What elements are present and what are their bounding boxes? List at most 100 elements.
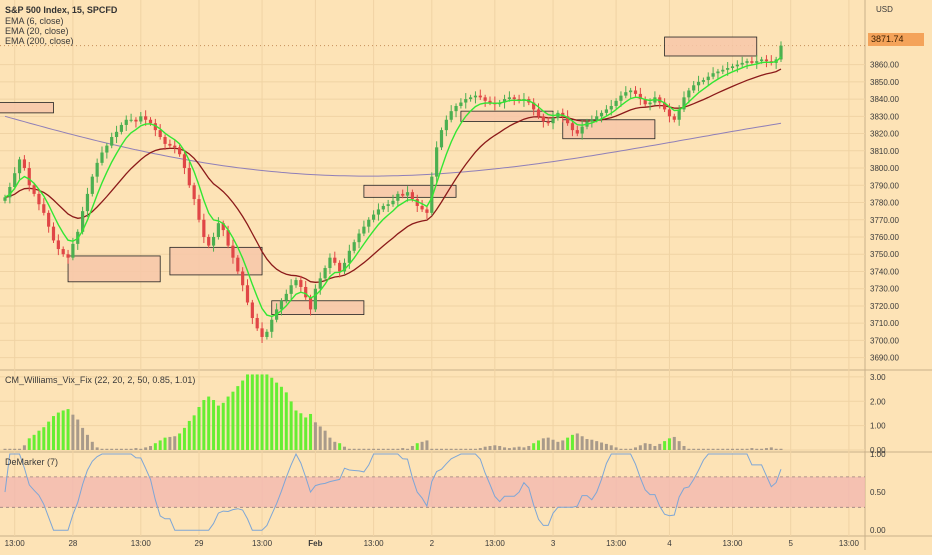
candle-body [546, 121, 550, 124]
price-tick-label: 3760.00 [870, 233, 899, 242]
vix-bar [658, 443, 662, 450]
vix-bar [653, 445, 657, 450]
ema20-label: EMA (20, close) [5, 26, 69, 36]
candle-body [221, 223, 225, 231]
vix-bar [663, 441, 667, 450]
vix-bar [420, 441, 424, 450]
candle-body [8, 187, 12, 198]
candle-body [701, 80, 705, 82]
vix-bar [449, 448, 453, 450]
candle-body [202, 219, 206, 237]
candle-body [299, 280, 303, 287]
vix-bar [338, 443, 342, 450]
vix-bar [425, 440, 429, 450]
candle-body [182, 154, 187, 169]
vix-bar [546, 437, 550, 450]
vix-bar [8, 448, 12, 450]
vix-bar [643, 443, 647, 450]
candle-body [604, 109, 608, 113]
demarker-line [4, 452, 782, 531]
vix-bar [381, 448, 385, 450]
vix-bar [692, 448, 696, 450]
candle-body [192, 185, 196, 200]
candle-body [512, 97, 516, 100]
price-tick-label: 3850.00 [870, 78, 899, 87]
candle-body [105, 145, 109, 153]
vix-bar [124, 448, 128, 450]
candle-body [95, 162, 99, 177]
vix-label: CM_Williams_Vix_Fix (22, 20, 2, 50, 0.85… [5, 375, 196, 385]
vix-bar [667, 438, 671, 450]
candle-body [323, 268, 327, 279]
vix-bar [309, 413, 313, 450]
candle-body [386, 204, 390, 206]
vix-bar [95, 447, 99, 450]
vix-bar [216, 405, 220, 450]
vix-bar [328, 437, 332, 450]
vix-bar [105, 448, 109, 450]
candle-body [667, 109, 672, 117]
candle-body [464, 99, 468, 103]
candle-body [245, 285, 250, 303]
demarker-tick-label: 1.00 [870, 450, 886, 459]
vix-bar [52, 416, 55, 450]
candle-body [241, 271, 245, 286]
vix-bar [735, 448, 739, 450]
time-tick-label: 13:00 [5, 539, 26, 548]
candle-body [197, 199, 201, 220]
time-tick-label: 13:00 [839, 539, 860, 548]
vix-bar [580, 436, 584, 450]
vix-bar [454, 448, 458, 450]
vix-bar [769, 447, 773, 450]
candle-body [158, 130, 162, 138]
candle-body [284, 293, 288, 301]
demarker-tick-label: 0.50 [870, 488, 886, 497]
candle-body [42, 204, 46, 213]
vix-bar [701, 448, 705, 450]
vix-bar [473, 448, 477, 450]
vix-bar [202, 400, 206, 450]
candle-body [551, 118, 555, 124]
candle-body [764, 59, 769, 62]
candle-body [692, 85, 696, 91]
demarker-band [0, 476, 865, 508]
vix-bar [275, 382, 279, 450]
candle-body [250, 302, 254, 319]
vix-bar [609, 445, 613, 450]
vix-bar [32, 434, 36, 450]
candle-body [51, 226, 56, 241]
vix-bar [270, 377, 274, 450]
vix-bar [532, 443, 536, 450]
vix-bar [595, 441, 599, 450]
vix-bar [178, 433, 182, 450]
currency-label: USD [876, 5, 893, 14]
candle-body [536, 109, 541, 117]
vix-bar [629, 448, 633, 450]
price-tick-label: 3810.00 [870, 147, 899, 156]
candle-body [570, 123, 575, 131]
candle-body [648, 102, 652, 105]
vix-bar [711, 448, 715, 450]
vix-bar [168, 436, 172, 450]
candle-body [294, 280, 298, 286]
vix-bar [483, 446, 487, 450]
supply-demand-zone [664, 36, 758, 57]
candle-body [56, 240, 60, 250]
candle-body [352, 242, 356, 251]
vix-bar [187, 420, 191, 450]
candle-body [71, 243, 75, 258]
candle-body [609, 105, 613, 110]
ema20-line [4, 68, 782, 283]
vix-bar [760, 448, 764, 450]
vix-bar [3, 448, 7, 450]
candle-body [168, 143, 172, 146]
vix-bar [323, 430, 327, 450]
candle-body [420, 205, 424, 210]
vix-bar [260, 374, 264, 450]
candle-body [454, 105, 458, 112]
candle-body [119, 124, 123, 132]
price-tick-label: 3820.00 [870, 130, 899, 139]
vix-bar [556, 441, 560, 450]
candle-body [745, 61, 749, 63]
candle-body [144, 116, 148, 120]
